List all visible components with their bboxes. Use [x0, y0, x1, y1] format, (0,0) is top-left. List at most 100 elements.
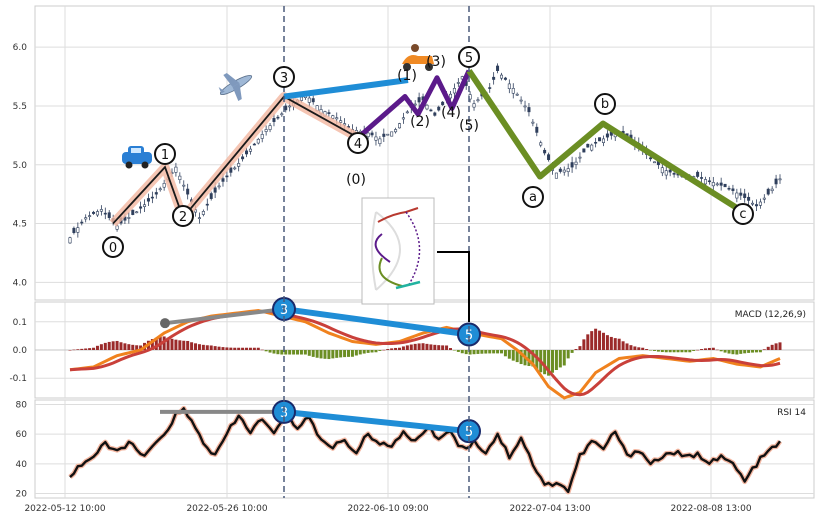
macd-histogram-bar: [276, 350, 280, 355]
macd-histogram-bar: [194, 343, 198, 350]
macd-histogram-bar: [550, 350, 554, 373]
candle-body: [598, 137, 602, 142]
candle-body: [150, 196, 154, 199]
candle-body: [586, 143, 590, 148]
macd-histogram-bar: [441, 345, 445, 350]
macd-histogram-bar: [543, 350, 547, 375]
candle-body: [747, 196, 751, 201]
macd-histogram-bar: [197, 344, 201, 350]
correction-label-circle: [594, 93, 616, 115]
macd-histogram-bar: [652, 350, 656, 351]
candle-body: [72, 227, 76, 233]
scooter-wheel: [425, 63, 433, 71]
candle-body: [417, 97, 421, 103]
candle-body: [131, 209, 135, 215]
correction-label-circle: [732, 203, 754, 225]
macd-gray-divergence: [164, 307, 285, 326]
macd-histogram-bar: [398, 347, 402, 350]
macd-histogram-bar: [621, 341, 625, 350]
x-tick-label: 2022-06-10 09:00: [347, 504, 428, 514]
macd-y-tick: 0.0: [13, 346, 28, 356]
macd-histogram-bar: [754, 350, 758, 353]
macd-histogram-bar: [354, 350, 358, 356]
macd-histogram-bar: [688, 350, 692, 353]
candle-body: [590, 144, 594, 151]
macd-histogram-bar: [700, 349, 704, 350]
price-y-tick: 4.0: [13, 278, 28, 288]
macd-histogram-bar: [268, 350, 272, 353]
candle-body: [241, 156, 245, 160]
macd-histogram-bar: [488, 350, 492, 354]
candle-body: [398, 123, 402, 129]
macd-histogram-bar: [492, 350, 496, 354]
macd-histogram-bar: [264, 350, 268, 352]
macd-histogram-bar: [519, 350, 523, 365]
correction-label-circle: [522, 186, 544, 208]
rsi-pivot-label: 3: [280, 406, 288, 421]
candle-body: [76, 227, 80, 233]
candle-body: [80, 221, 84, 224]
macd-histogram-bar: [743, 350, 747, 354]
candle-body: [127, 217, 131, 219]
macd-histogram-bar: [770, 344, 774, 350]
macd-histogram-bar: [566, 350, 570, 359]
candle-body: [664, 170, 668, 176]
macd-histogram-bar: [327, 350, 331, 360]
macd-histogram-bar: [574, 349, 578, 350]
macd-histogram-bar: [468, 350, 472, 355]
candle-body: [527, 107, 531, 113]
macd-histogram-bar: [676, 350, 680, 353]
rsi-line: [69, 407, 781, 494]
macd-histogram-bar: [664, 350, 668, 353]
wave-label-2: 2: [179, 210, 187, 225]
candle-body: [523, 105, 527, 108]
candle-body: [343, 123, 347, 126]
inset-purple-line: [374, 233, 391, 263]
macd-histogram-bar: [499, 350, 503, 354]
macd-histogram-bar: [225, 347, 229, 350]
price-y-tick: 6.0: [13, 43, 28, 53]
macd-histogram-bar: [629, 345, 633, 350]
wave-label-circle: [458, 46, 480, 68]
x-tick-label: 2022-08-08 13:00: [670, 504, 751, 514]
macd-histogram-bar: [448, 348, 452, 350]
macd-histogram-bar: [590, 331, 594, 350]
wave-label-5: 5: [465, 51, 473, 66]
candle-body: [711, 182, 715, 187]
macd-histogram-bar: [88, 348, 92, 350]
macd-histogram-bar: [115, 340, 119, 350]
macd-histogram-bar: [72, 349, 76, 351]
macd-histogram-bar: [319, 350, 323, 359]
candle-body: [95, 211, 99, 216]
candle-body: [492, 76, 496, 80]
wave-label-circle: [154, 143, 176, 165]
candle-body: [272, 118, 276, 122]
macd-histogram-bar: [727, 350, 731, 354]
wave-label-circle: [102, 236, 124, 258]
wave-label-circle: [347, 132, 369, 154]
rsi-legend: RSI 14: [777, 408, 806, 418]
candle-body: [727, 187, 731, 190]
sub-wave-label: (3): [426, 54, 446, 70]
macd-histogram-bar: [166, 337, 170, 350]
candle-body: [221, 178, 225, 182]
macd-histogram-bar: [139, 345, 143, 350]
candle-body: [288, 105, 292, 108]
macd-histogram-bar: [496, 350, 500, 354]
macd-histogram-bar: [649, 350, 653, 351]
macd-histogram-bar: [401, 346, 405, 350]
candle-body: [723, 183, 727, 188]
candle-body: [174, 166, 178, 173]
candle-body: [719, 182, 723, 186]
macd-histogram-bar: [135, 345, 139, 350]
macd-histogram-bar: [248, 347, 252, 350]
macd-histogram-bar: [472, 350, 476, 355]
macd-histogram-bar: [535, 350, 539, 370]
scooter-body: [402, 55, 434, 64]
candle-body: [390, 131, 394, 137]
macd-histogram-bar: [347, 350, 351, 357]
candle-body: [225, 175, 229, 178]
macd-histogram-bar: [680, 350, 684, 353]
macd-histogram-bar: [511, 350, 515, 361]
